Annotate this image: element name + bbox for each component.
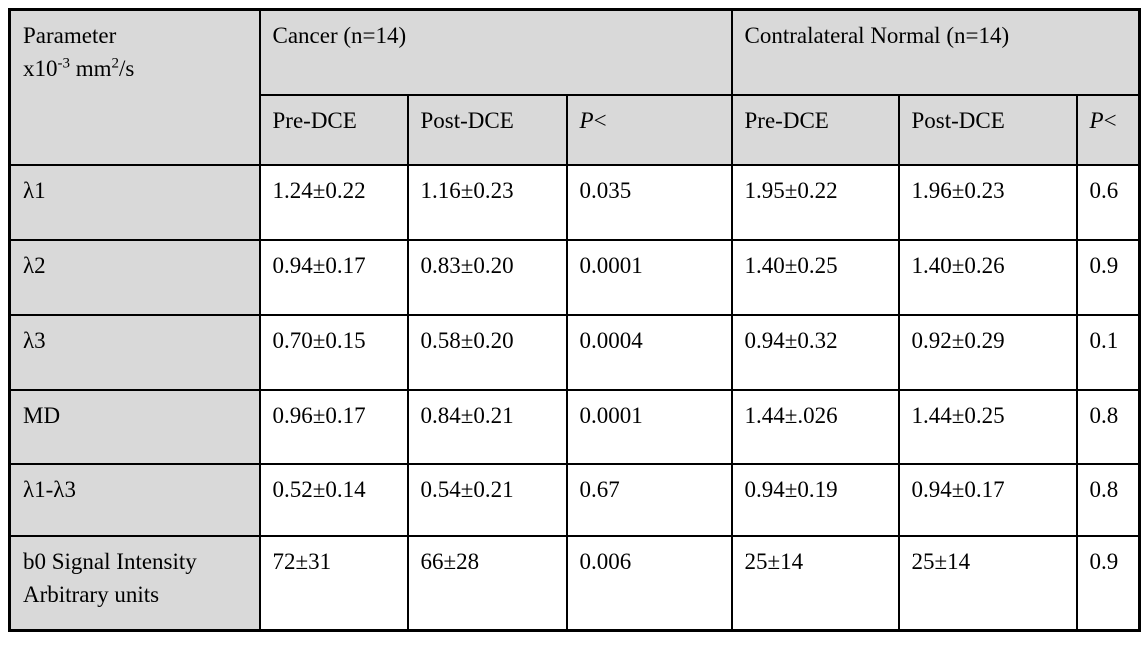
- cell-normal-post: 1.40±0.26: [897, 238, 1078, 316]
- cell-normal-pre: 1.40±0.25: [730, 238, 900, 316]
- dce-parameters-table: Parameter x10-3 mm2/s Cancer (n=14) Cont…: [8, 8, 1142, 632]
- sub-header-row: Pre-DCE Post-DCE P< Pre-DCE Post-DCE P<: [10, 93, 1141, 166]
- cell-normal-post: 0.92±0.29: [897, 313, 1078, 391]
- cell-normal-pre: 0.94±0.32: [730, 313, 900, 391]
- unit-superscript-sq: 2: [111, 55, 120, 72]
- cell-normal-p: 0.6: [1075, 163, 1141, 241]
- table-row-b0-signal: b0 Signal Intensity Arbitrary units 72±3…: [8, 534, 1141, 632]
- group-header-normal: Contralateral Normal (n=14): [730, 8, 1141, 96]
- row-label: MD: [8, 388, 261, 465]
- subheader-normal-p: P<: [1075, 93, 1141, 166]
- subheader-cancer-p: P<: [565, 93, 733, 166]
- subheader-normal-pre: Pre-DCE: [730, 93, 900, 166]
- cell-normal-post: 1.96±0.23: [897, 163, 1078, 241]
- cell-cancer-post: 0.84±0.21: [406, 388, 568, 465]
- p-label-italic: P: [1089, 107, 1104, 133]
- row-label: b0 Signal Intensity Arbitrary units: [8, 534, 261, 632]
- parameter-unit: x10-3 mm2/s: [23, 55, 135, 82]
- row-label: λ2: [8, 238, 261, 316]
- cell-cancer-p: 0.0001: [565, 388, 733, 465]
- cell-cancer-post: 0.54±0.21: [406, 462, 568, 537]
- cell-normal-post: 25±14: [897, 534, 1078, 632]
- parameter-header-cell: Parameter x10-3 mm2/s: [8, 8, 261, 166]
- cell-normal-pre: 1.95±0.22: [730, 163, 900, 241]
- table-row-lambda1-minus-lambda3: λ1-λ3 0.52±0.14 0.54±0.21 0.67 0.94±0.19…: [8, 462, 1141, 537]
- cell-normal-post: 0.94±0.17: [897, 462, 1078, 537]
- cell-normal-p: 0.9: [1075, 238, 1141, 316]
- cell-normal-p: 0.8: [1075, 388, 1141, 465]
- cell-cancer-pre: 0.52±0.14: [258, 462, 409, 537]
- row-label: λ1: [8, 163, 261, 241]
- cell-cancer-p: 0.0001: [565, 238, 733, 316]
- table-row-lambda2: λ2 0.94±0.17 0.83±0.20 0.0001 1.40±0.25 …: [8, 238, 1141, 316]
- group-header-row: Parameter x10-3 mm2/s Cancer (n=14) Cont…: [8, 8, 1141, 166]
- cell-normal-pre: 0.94±0.19: [730, 462, 900, 537]
- unit-superscript-exp: -3: [57, 55, 71, 72]
- cell-normal-pre: 1.44±.026: [730, 388, 900, 465]
- cell-normal-p: 0.8: [1075, 462, 1141, 537]
- subheader-cancer-post: Post-DCE: [406, 93, 568, 166]
- cell-cancer-pre: 1.24±0.22: [258, 163, 409, 241]
- cell-cancer-post: 0.83±0.20: [406, 238, 568, 316]
- table-row-lambda1: λ1 1.24±0.22 1.16±0.23 0.035 1.95±0.22 1…: [8, 163, 1141, 241]
- p-label-italic: P: [579, 107, 594, 133]
- cell-normal-post: 1.44±0.25: [897, 388, 1078, 465]
- cell-cancer-post: 0.58±0.20: [406, 313, 568, 391]
- cell-cancer-post: 1.16±0.23: [406, 163, 568, 241]
- subheader-cancer-pre: Pre-DCE: [258, 93, 409, 166]
- table-row-md: MD 0.96±0.17 0.84±0.21 0.0001 1.44±.026 …: [8, 388, 1141, 465]
- cell-normal-pre: 25±14: [730, 534, 900, 632]
- cell-cancer-post: 66±28: [406, 534, 568, 632]
- parameter-header-line1: Parameter: [23, 23, 117, 48]
- cell-cancer-p: 0.006: [565, 534, 733, 632]
- cell-cancer-pre: 0.70±0.15: [258, 313, 409, 391]
- cell-cancer-p: 0.035: [565, 163, 733, 241]
- row-label: λ3: [8, 313, 261, 391]
- cell-cancer-p: 0.0004: [565, 313, 733, 391]
- cell-cancer-pre: 0.94±0.17: [258, 238, 409, 316]
- row-label: λ1-λ3: [8, 462, 261, 537]
- table-row-lambda3: λ3 0.70±0.15 0.58±0.20 0.0004 0.94±0.32 …: [8, 313, 1141, 391]
- row-label-line2: Arbitrary units: [23, 581, 160, 607]
- cell-normal-p: 0.1: [1075, 313, 1141, 391]
- row-label-line1: b0 Signal Intensity: [23, 548, 197, 574]
- cell-cancer-p: 0.67: [565, 462, 733, 537]
- cell-cancer-pre: 0.96±0.17: [258, 388, 409, 465]
- cell-normal-p: 0.9: [1075, 534, 1141, 632]
- subheader-normal-post: Post-DCE: [897, 93, 1078, 166]
- p-label-lt: <: [1103, 107, 1117, 133]
- p-label-lt: <: [593, 107, 607, 133]
- group-header-cancer: Cancer (n=14): [258, 8, 733, 96]
- cell-cancer-pre: 72±31: [258, 534, 409, 632]
